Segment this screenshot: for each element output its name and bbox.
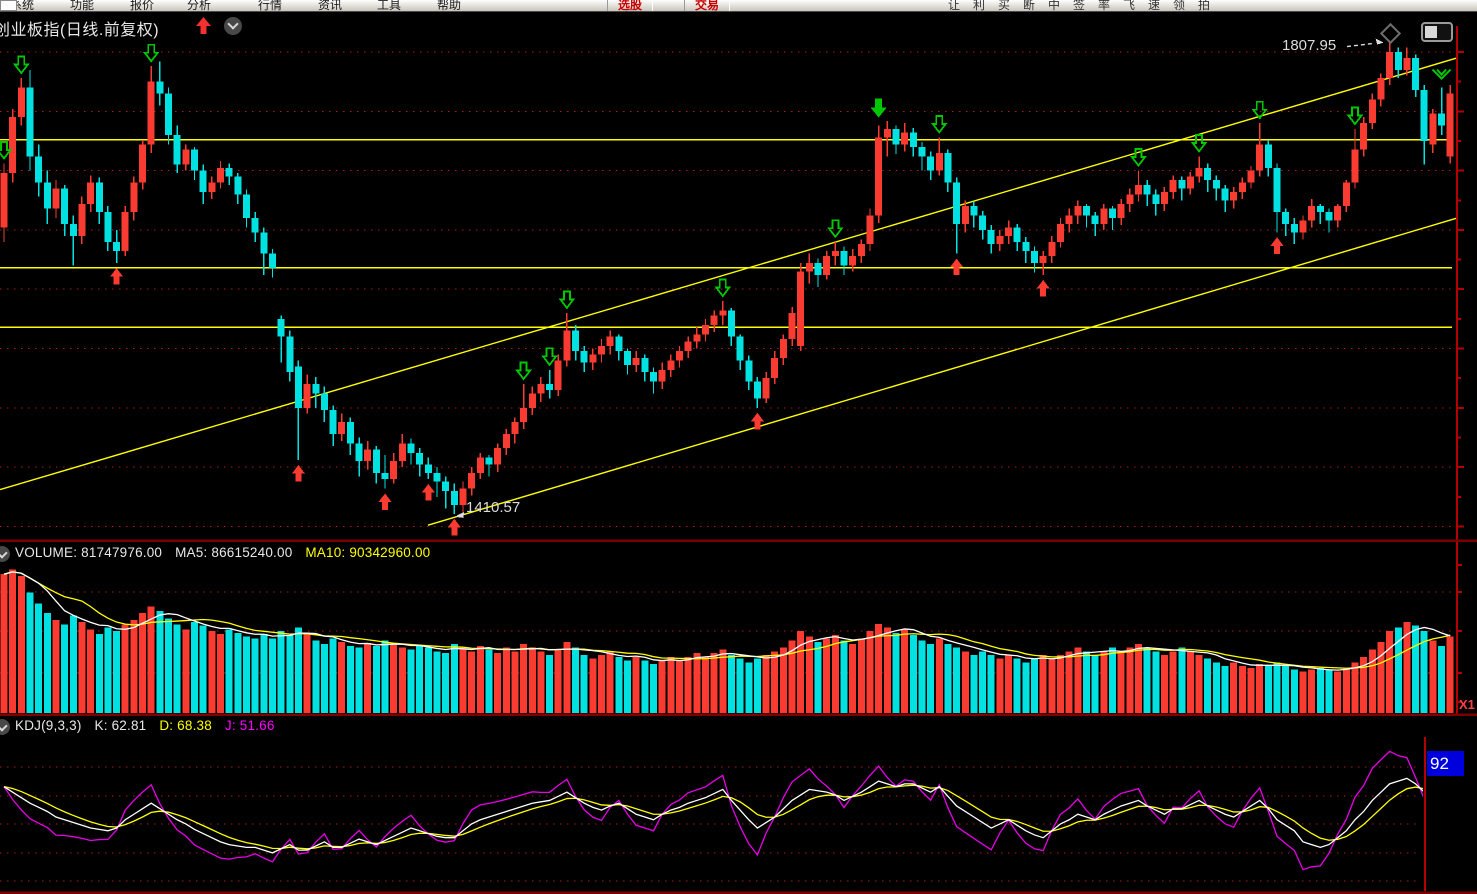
buy-arrow-icon: [1036, 279, 1050, 297]
menu-item-highlight[interactable]: 选股: [607, 0, 654, 11]
price-panel: [0, 26, 1464, 714]
trend-up-icon: [196, 17, 211, 34]
sell-arrow-icon: [558, 290, 576, 310]
app-logo-fragment: [0, 0, 17, 11]
split-pane-icon[interactable]: [1421, 22, 1453, 42]
menu-item-highlight[interactable]: 交易: [684, 0, 731, 11]
kdj-d-value: D: 68.38: [159, 718, 212, 733]
buy-arrow-icon: [421, 483, 435, 501]
volume-unit-label: X1: [1459, 697, 1475, 712]
sell-arrow-icon: [1130, 148, 1147, 168]
buy-arrow-icon: [1270, 237, 1284, 254]
kdj-header: KDJ(9,3,3) K: 62.81 D: 68.38 J: 51.66: [15, 718, 284, 733]
buy-arrow-icon: [750, 412, 764, 430]
sell-arrow-icon: [0, 141, 13, 160]
low-price-label: 1410.57: [466, 499, 521, 516]
menu-item[interactable]: 系统: [10, 0, 35, 12]
kdj-pane-chevron-icon[interactable]: [0, 719, 10, 735]
buy-arrow-icon: [950, 258, 964, 276]
high-price-label: 1807.95: [1282, 37, 1337, 54]
volume-pane-chevron-icon[interactable]: [0, 546, 10, 562]
buy-arrow-icon: [447, 518, 461, 536]
menu-item[interactable]: 行情: [258, 0, 283, 12]
volume-value: VOLUME: 81747976.00: [15, 545, 163, 560]
sell-arrow-icon: [515, 361, 532, 381]
sell-arrow-icon: [930, 114, 948, 134]
sell-arrow-icon: [1346, 106, 1364, 126]
title-chevron-down-icon[interactable]: [224, 17, 242, 35]
sell-arrow-icon: [541, 347, 558, 367]
sell-arrow-icon: [12, 55, 30, 75]
menu-item[interactable]: 报价: [130, 0, 155, 12]
menu-item[interactable]: 功能: [70, 0, 95, 12]
sell-arrow-icon: [1190, 133, 1208, 153]
kdj-panel: [0, 737, 1426, 891]
volume-header: VOLUME: 81747976.00 MA5: 86615240.00 MA1…: [15, 545, 439, 560]
sell-arrow-icon: [142, 43, 160, 63]
chart-title: 创业板指(日线.前复权): [0, 22, 160, 39]
menu-item[interactable]: 工具: [377, 0, 402, 12]
kdj-axis-badge: 92: [1427, 751, 1464, 776]
sell-arrow-icon: [714, 278, 732, 298]
menu-promo-text: 让利买断中签率飞速领拍: [948, 0, 1224, 12]
kdj-k-value: K: 62.81: [94, 718, 147, 733]
menu-item[interactable]: 分析: [187, 0, 212, 12]
menu-item[interactable]: 资讯: [318, 0, 343, 12]
volume-ma5-value: MA5: 86615240.00: [175, 545, 293, 560]
buy-arrow-icon: [110, 268, 124, 285]
latest-signal-icon: [1431, 68, 1452, 80]
signal-arrows: [0, 43, 1452, 536]
kdj-j-value: J: 51.66: [224, 718, 275, 733]
volume-panel: [0, 542, 1462, 714]
buy-arrow-icon: [291, 464, 305, 482]
kdj-name: KDJ(9,3,3): [15, 718, 82, 733]
sell-arrow-solid-icon: [870, 98, 887, 118]
buy-arrow-icon: [378, 493, 392, 510]
sell-arrow-icon: [1251, 100, 1269, 120]
volume-ma10-value: MA10: 90342960.00: [305, 545, 431, 560]
sell-arrow-icon: [827, 219, 844, 239]
menu-bar: 系统 功能 报价 分析 行情 资讯 工具 帮助 选股 交易 让利买断中签率飞速领拍: [0, 0, 1477, 12]
menu-item[interactable]: 帮助: [437, 0, 462, 12]
